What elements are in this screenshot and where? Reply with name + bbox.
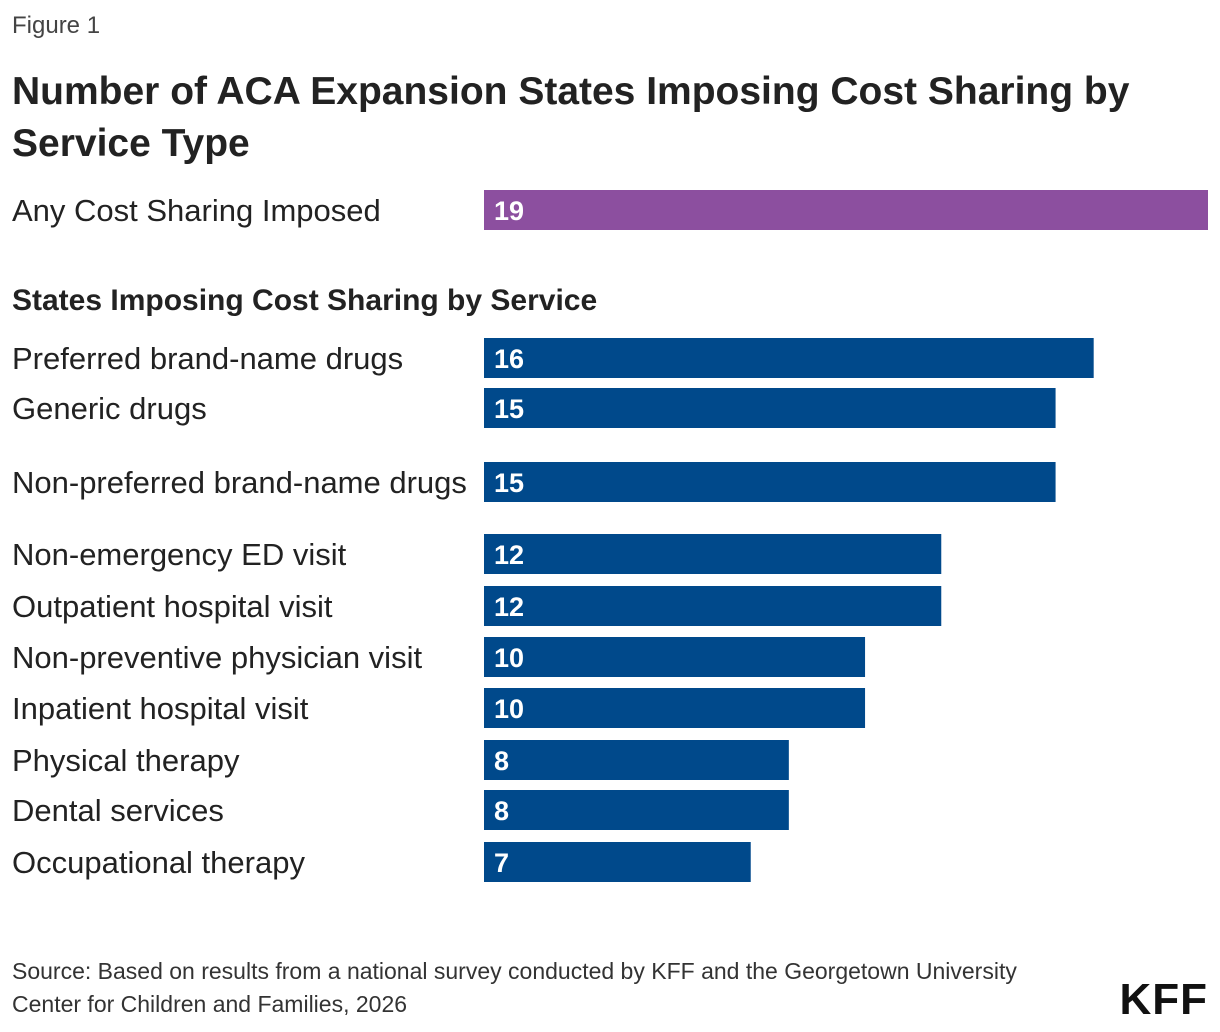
- bar-value-any-cost-sharing-imposed: 19: [494, 196, 524, 226]
- category-label-occupational-therapy: Occupational therapy: [12, 845, 305, 880]
- bar-physical-therapy: [484, 740, 789, 780]
- bar-value-generic-drugs: 15: [494, 394, 524, 424]
- bar-preferred-brand-name-drugs: [484, 338, 1094, 378]
- bar-value-non-emergency-ed-visit: 12: [494, 540, 524, 570]
- bar-occupational-therapy: [484, 842, 751, 882]
- source-note: Source: Based on results from a national…: [12, 958, 1017, 1017]
- category-label-non-preferred-brand-name-drugs: Non-preferred brand-name drugs: [12, 465, 467, 500]
- category-label-non-preventive-physician-visit: Non-preventive physician visit: [12, 640, 422, 675]
- bar-non-preventive-physician-visit: [484, 637, 866, 677]
- bar-inpatient-hospital-visit: [484, 688, 866, 728]
- bar-value-physical-therapy: 8: [494, 746, 509, 776]
- bar-non-emergency-ed-visit: [484, 534, 942, 574]
- category-label-preferred-brand-name-drugs: Preferred brand-name drugs: [12, 341, 403, 376]
- bar-non-preferred-brand-name-drugs: [484, 462, 1056, 502]
- bar-value-occupational-therapy: 7: [494, 848, 509, 878]
- kff-logo: KFF: [1119, 975, 1208, 1024]
- bar-chart: Any Cost Sharing Imposed 19 Preferred bran…: [12, 190, 1208, 882]
- category-label-non-emergency-ed-visit: Non-emergency ED visit: [12, 537, 347, 572]
- category-label-any-cost-sharing-imposed: Any Cost Sharing Imposed: [12, 193, 381, 228]
- bar-value-non-preventive-physician-visit: 10: [494, 643, 524, 673]
- category-label-generic-drugs: Generic drugs: [12, 391, 207, 426]
- bar-value-inpatient-hospital-visit: 10: [494, 694, 524, 724]
- category-label-inpatient-hospital-visit: Inpatient hospital visit: [12, 691, 309, 726]
- category-label-dental-services: Dental services: [12, 793, 224, 828]
- figure-label: Figure 1: [12, 12, 101, 39]
- bar-generic-drugs: [484, 388, 1056, 428]
- category-label-physical-therapy: Physical therapy: [12, 743, 240, 778]
- bar-value-outpatient-hospital-visit: 12: [494, 592, 524, 622]
- chart-title: Number of ACA Expansion States Imposing …: [12, 70, 1130, 165]
- bar-outpatient-hospital-visit: [484, 586, 942, 626]
- bar-value-preferred-brand-name-drugs: 16: [494, 344, 524, 374]
- bar-any-cost-sharing-imposed: [484, 190, 1208, 230]
- section-heading: States Imposing Cost Sharing by Service: [12, 284, 598, 317]
- category-label-outpatient-hospital-visit: Outpatient hospital visit: [12, 589, 333, 624]
- bar-dental-services: [484, 790, 789, 830]
- bar-value-dental-services: 8: [494, 796, 509, 826]
- bar-value-non-preferred-brand-name-drugs: 15: [494, 468, 524, 498]
